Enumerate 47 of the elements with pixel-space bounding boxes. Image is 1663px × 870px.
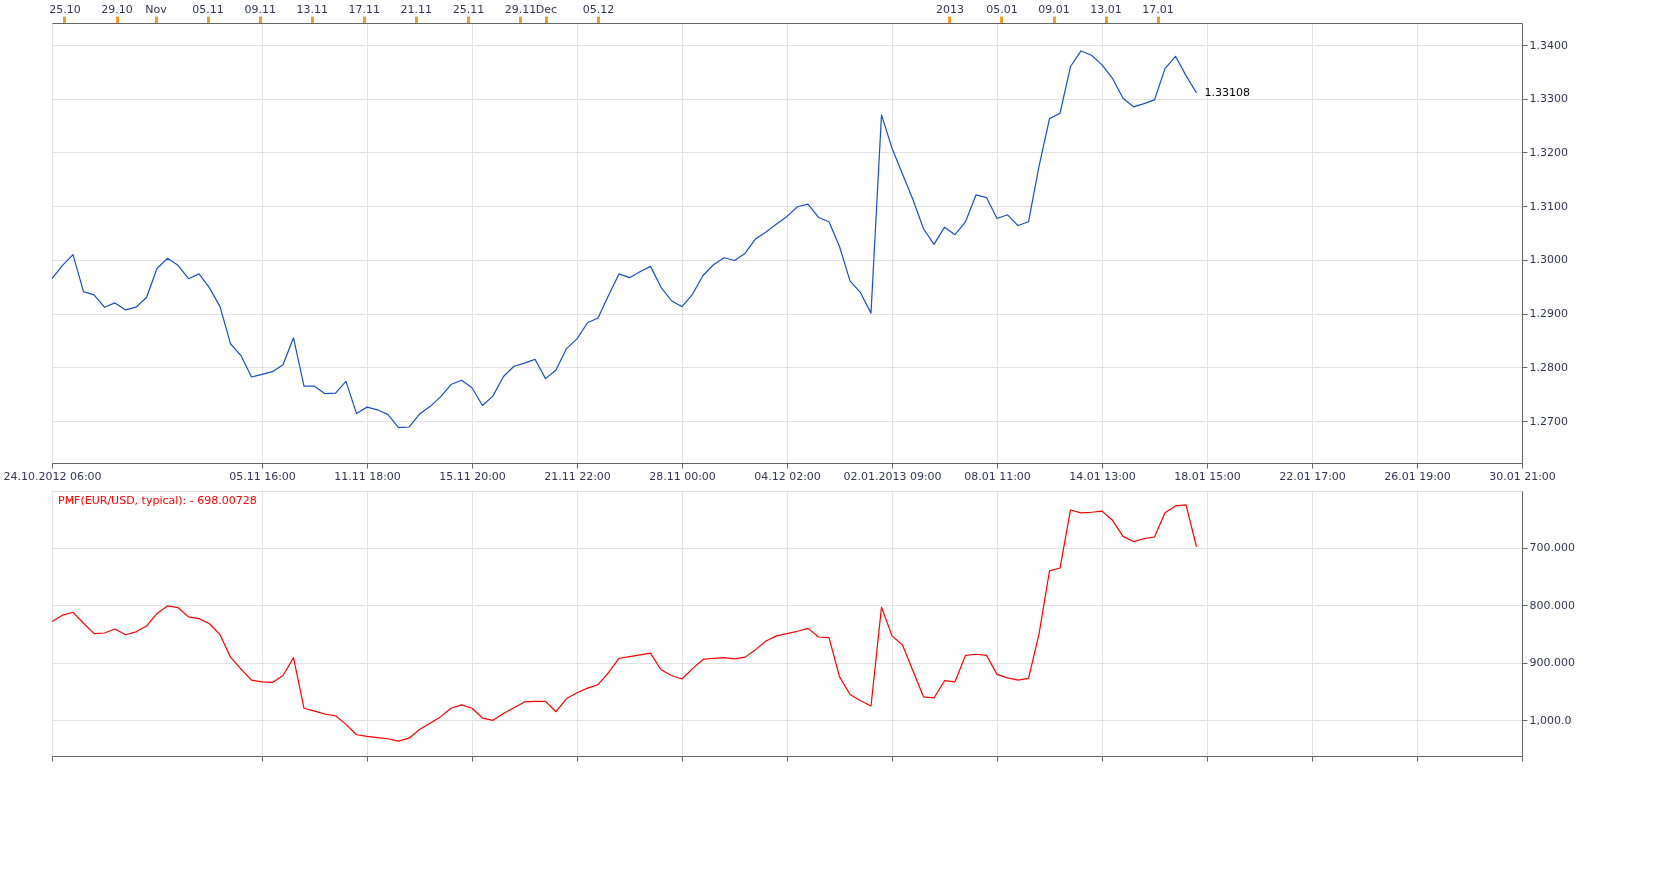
x-tick-label: 14.01 13:00 bbox=[1069, 469, 1136, 483]
y-tick-label: 1.2700 bbox=[1529, 414, 1568, 428]
x-tick-label: 02.01.2013 09:00 bbox=[843, 469, 942, 483]
line-series bbox=[51, 504, 1198, 742]
x-tick-label: 22.01 17:00 bbox=[1279, 469, 1346, 483]
x-tick-label: 24.10.2012 06:00 bbox=[3, 469, 102, 483]
x-tick-label: 26.01 19:00 bbox=[1384, 469, 1451, 483]
chart-title: PMF(EUR/USD, typical): - 698.00728 bbox=[58, 494, 257, 507]
y-tick-label: 1.3200 bbox=[1529, 145, 1568, 159]
x-tick-label: 30.01 21:00 bbox=[1489, 469, 1556, 483]
y-tick-label: 1.2900 bbox=[1529, 307, 1568, 321]
x2-tick-label: Nov bbox=[145, 2, 168, 16]
y-tick-label: 1.3100 bbox=[1529, 199, 1568, 213]
x2-tick-label: 09.01 bbox=[1038, 2, 1070, 16]
x2-tick-label: Dec bbox=[535, 2, 558, 16]
x-tick-label: 04.12 02:00 bbox=[754, 469, 821, 483]
x2-tick-label: 17.11 bbox=[348, 2, 381, 16]
x-tick-label: 11.11 18:00 bbox=[334, 469, 401, 483]
x-tick-label: 18.01 15:00 bbox=[1174, 469, 1241, 483]
x-tick-label: 15.11 20:00 bbox=[439, 469, 506, 483]
line-series bbox=[51, 50, 1198, 429]
x2-tick-label: 17.01 bbox=[1142, 2, 1174, 16]
x2-tick-label: 29.10 bbox=[101, 2, 133, 16]
x2-tick-label: 2013 bbox=[935, 2, 964, 16]
y-tick-label: 1.2800 bbox=[1529, 360, 1568, 374]
y-tick-label: 1.3000 bbox=[1529, 253, 1568, 267]
x2-tick-label: 29.11 bbox=[504, 2, 537, 16]
x-tick-label: 21.11 22:00 bbox=[544, 469, 611, 483]
y-tick-label: 1.3400 bbox=[1529, 38, 1568, 52]
x2-tick-label: 25.10 bbox=[49, 2, 81, 16]
y-tick-label: 800.000 bbox=[1529, 598, 1575, 612]
x2-tick-label: 05.12 bbox=[582, 2, 615, 16]
x-tick-label: 28.11 00:00 bbox=[649, 469, 716, 483]
x2-tick-label: 13.11 bbox=[296, 2, 328, 16]
x2-tick-label: 21.11 bbox=[400, 2, 433, 16]
y-tick-label: 1.3300 bbox=[1529, 92, 1568, 106]
x2-tick-label: 09.11 bbox=[244, 2, 276, 16]
x2-tick-label: 25.11 bbox=[452, 2, 485, 16]
x2-tick-label: 05.11 bbox=[192, 2, 224, 16]
y-tick-label: 900.000 bbox=[1529, 656, 1575, 670]
x2-tick-label: 05.01 bbox=[986, 2, 1018, 16]
y-tick-label: 1,000.0 bbox=[1529, 713, 1572, 727]
x-tick-label: 08.01 11:00 bbox=[964, 469, 1031, 483]
x-tick-label: 05.11 16:00 bbox=[229, 469, 296, 483]
annotation: 1.33108 bbox=[1204, 85, 1250, 99]
x2-tick-label: 13.01 bbox=[1090, 2, 1122, 16]
y-tick-label: 700.000 bbox=[1529, 541, 1575, 555]
